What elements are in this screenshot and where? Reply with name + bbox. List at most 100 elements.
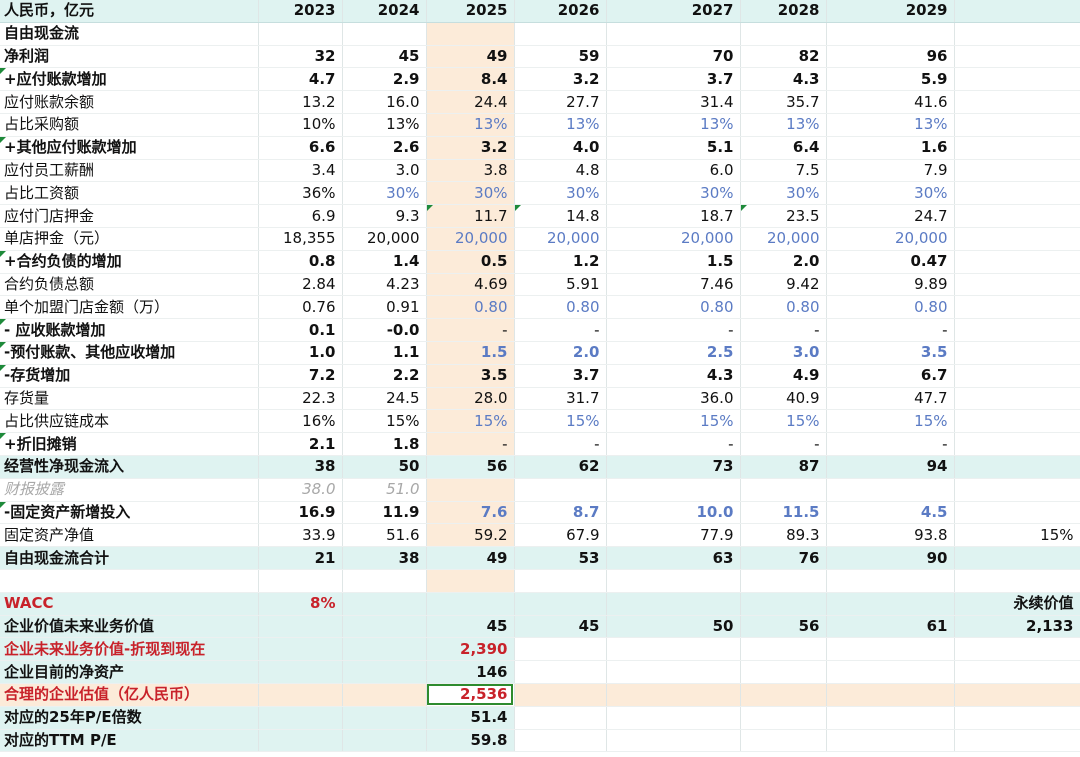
row-label[interactable]: 合约负债总额 xyxy=(0,273,259,297)
cell-2024[interactable]: 3.0 xyxy=(342,159,427,183)
cell-2028[interactable]: 89.3 xyxy=(740,523,827,548)
cell[interactable] xyxy=(826,637,955,662)
cell-2024[interactable]: 30% xyxy=(342,181,427,206)
cell-2029[interactable]: 9.89 xyxy=(826,273,955,297)
cell-2028[interactable]: 23.5 xyxy=(740,204,827,228)
cell-2026[interactable]: 3.7 xyxy=(514,364,607,388)
cell-extra[interactable] xyxy=(954,387,1080,411)
cell-2026[interactable] xyxy=(514,478,607,502)
row-label[interactable]: 单店押金（元） xyxy=(0,227,259,251)
cell-2029[interactable]: 93.8 xyxy=(826,523,955,548)
row-label[interactable]: +应付账款增加 xyxy=(0,67,259,92)
cell-2025[interactable]: - xyxy=(426,432,515,456)
cell-2029[interactable]: 6.7 xyxy=(826,364,955,388)
cell-2026[interactable]: 59 xyxy=(514,45,607,69)
cell-2025[interactable]: 56 xyxy=(426,455,515,479)
cell-2029[interactable] xyxy=(826,569,955,593)
cell-2025[interactable] xyxy=(426,569,515,593)
row-label[interactable]: 自由现金流合计 xyxy=(0,546,259,570)
cell-2026[interactable]: 13% xyxy=(514,113,607,137)
year-2027[interactable]: 2027 xyxy=(606,0,741,23)
cell[interactable] xyxy=(258,637,343,662)
wacc-value[interactable]: 8% xyxy=(258,592,343,616)
cell-2023[interactable]: 4.7 xyxy=(258,67,343,92)
cell-2023[interactable]: 33.9 xyxy=(258,523,343,548)
row-label[interactable]: 应付门店押金 xyxy=(0,204,259,228)
row-label[interactable]: 应付账款余额 xyxy=(0,90,259,114)
cell-2024[interactable]: 0.91 xyxy=(342,295,427,320)
row-label[interactable]: +折旧摊销 xyxy=(0,432,259,456)
cell[interactable] xyxy=(826,729,955,753)
year-2025[interactable]: 2025 xyxy=(426,0,515,23)
cell-2025[interactable]: 4.69 xyxy=(426,273,515,297)
cell-2025[interactable] xyxy=(426,478,515,502)
cell[interactable] xyxy=(514,683,607,707)
cell[interactable] xyxy=(826,660,955,684)
cell-2029[interactable]: 24.7 xyxy=(826,204,955,228)
cell-2027[interactable]: 10.0 xyxy=(606,501,741,525)
cell-2026[interactable]: 27.7 xyxy=(514,90,607,114)
cell-2024[interactable]: 1.1 xyxy=(342,341,427,365)
cell-2027[interactable]: 15% xyxy=(606,409,741,434)
cell[interactable] xyxy=(740,729,827,753)
cell-2028[interactable]: 0.80 xyxy=(740,295,827,320)
cell-2027[interactable]: 1.5 xyxy=(606,250,741,274)
cell-2027[interactable]: 5.1 xyxy=(606,136,741,160)
cell-2028[interactable]: 6.4 xyxy=(740,136,827,160)
cell-2025[interactable]: 59.2 xyxy=(426,523,515,548)
row-label[interactable]: 经营性净现金流入 xyxy=(0,455,259,479)
cell-2027[interactable]: 4.3 xyxy=(606,364,741,388)
cell-extra[interactable] xyxy=(954,273,1080,297)
cell-2028[interactable]: 13% xyxy=(740,113,827,137)
cell-2025[interactable]: 49 xyxy=(426,45,515,69)
cell-2029[interactable]: 96 xyxy=(826,45,955,69)
cell-2025[interactable]: 11.7 xyxy=(426,204,515,228)
cell[interactable] xyxy=(342,615,427,639)
cell-2027[interactable] xyxy=(606,478,741,502)
perpetuity-value[interactable]: 2,133 xyxy=(954,615,1080,639)
cell-2023[interactable]: 32 xyxy=(258,45,343,69)
discounted-value[interactable]: 2,390 xyxy=(426,637,515,662)
row-label[interactable]: +合约负债的增加 xyxy=(0,250,259,274)
cell-2027[interactable]: 2.5 xyxy=(606,341,741,365)
cell-2023[interactable]: 2.1 xyxy=(258,432,343,456)
cell[interactable] xyxy=(606,592,741,616)
cell-extra[interactable] xyxy=(954,250,1080,274)
cell-extra[interactable] xyxy=(954,136,1080,160)
year-2029[interactable]: 2029 xyxy=(826,0,955,23)
wacc-label[interactable]: WACC xyxy=(0,592,259,616)
cell-extra[interactable] xyxy=(954,455,1080,479)
cell-2024[interactable]: 51.0 xyxy=(342,478,427,502)
pe25-label[interactable]: 对应的25年P/E倍数 xyxy=(0,706,259,730)
row-label[interactable]: 自由现金流 xyxy=(0,22,259,46)
cell-2025[interactable]: 8.4 xyxy=(426,67,515,92)
cell-2029[interactable]: 15% xyxy=(826,409,955,434)
discounted-label[interactable]: 企业未来业务价值-折现到现在 xyxy=(0,637,259,662)
cell-2027[interactable]: 13% xyxy=(606,113,741,137)
perpetuity-label[interactable]: 永续价值 xyxy=(954,592,1080,616)
cell-extra[interactable] xyxy=(954,409,1080,434)
cell[interactable] xyxy=(514,660,607,684)
cell[interactable] xyxy=(606,729,741,753)
future-value-2027[interactable]: 50 xyxy=(606,615,741,639)
cell-2026[interactable]: 8.7 xyxy=(514,501,607,525)
cell-2028[interactable]: 35.7 xyxy=(740,90,827,114)
cell-extra[interactable] xyxy=(954,318,1080,342)
cell-2028[interactable]: - xyxy=(740,432,827,456)
cell-2025[interactable]: 3.2 xyxy=(426,136,515,160)
cell-2023[interactable]: 1.0 xyxy=(258,341,343,365)
cell-2029[interactable]: 0.47 xyxy=(826,250,955,274)
cell-extra[interactable] xyxy=(954,341,1080,365)
cell-2027[interactable]: 70 xyxy=(606,45,741,69)
row-label[interactable]: 财报披露 xyxy=(0,478,259,502)
cell-2027[interactable]: 31.4 xyxy=(606,90,741,114)
cell-2026[interactable]: 2.0 xyxy=(514,341,607,365)
cell-2026[interactable] xyxy=(514,569,607,593)
cell-2026[interactable]: 15% xyxy=(514,409,607,434)
cell[interactable] xyxy=(514,729,607,753)
cell-2026[interactable]: 4.0 xyxy=(514,136,607,160)
cell-2029[interactable]: 94 xyxy=(826,455,955,479)
cell-2028[interactable]: 30% xyxy=(740,181,827,206)
cell-2028[interactable]: - xyxy=(740,318,827,342)
header-label[interactable]: 人民币，亿元 xyxy=(0,0,259,23)
